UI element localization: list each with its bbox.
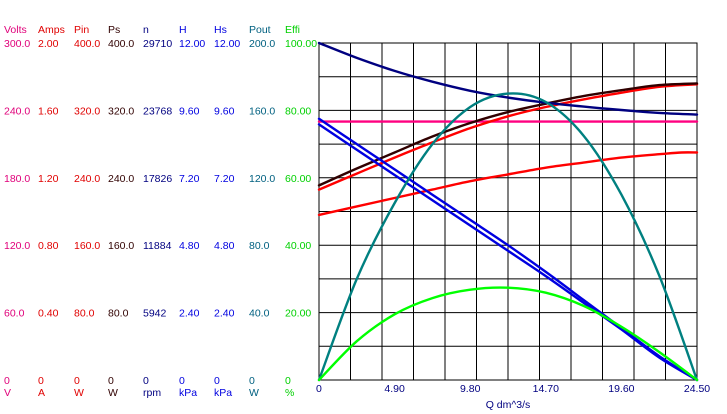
- axis-tick-amps: 1.20: [38, 173, 59, 185]
- axis-tick-ps: 0: [108, 375, 114, 387]
- axis-tick-pin: 0: [74, 375, 80, 387]
- axis-unit-h: kPa: [179, 387, 197, 399]
- axis-tick-volts: 60.0: [4, 308, 25, 320]
- axis-unit-ps: W: [108, 387, 118, 399]
- axis-title-ps: Ps: [108, 24, 120, 36]
- axis-tick-pin: 80.0: [74, 308, 95, 320]
- axis-tick-effi: 20.00: [285, 308, 311, 320]
- axis-unit-amps: A: [38, 387, 45, 399]
- axis-tick-n: 0: [143, 375, 149, 387]
- axis-tick-effi: 0: [285, 375, 291, 387]
- axis-title-n: n: [143, 24, 149, 36]
- axis-tick-h: 4.80: [179, 240, 200, 252]
- axis-title-effi: Effi: [285, 24, 300, 36]
- x-axis-label: Q dm^3/s: [486, 399, 531, 411]
- axis-tick-amps: 2.00: [38, 38, 59, 50]
- axis-unit-hs: kPa: [214, 387, 232, 399]
- axis-tick-pout: 40.0: [249, 308, 270, 320]
- axis-tick-ps: 320.0: [108, 105, 134, 117]
- axis-tick-ps: 80.0: [108, 308, 129, 320]
- axis-unit-effi: %: [285, 387, 294, 399]
- axis-tick-volts: 120.0: [4, 240, 30, 252]
- axis-unit-volts: V: [4, 387, 11, 399]
- axis-tick-pout: 120.0: [249, 173, 275, 185]
- axis-tick-n: 23768: [143, 105, 172, 117]
- axis-tick-hs: 7.20: [214, 173, 235, 185]
- axis-title-amps: Amps: [38, 24, 65, 36]
- axis-tick-hs: 12.00: [214, 38, 240, 50]
- x-tick-label: 9.80: [460, 383, 481, 395]
- axis-tick-n: 29710: [143, 38, 172, 50]
- axis-tick-amps: 0.80: [38, 240, 59, 252]
- x-tick-label: 24.50: [684, 383, 710, 395]
- axis-tick-pin: 320.0: [74, 105, 100, 117]
- axis-tick-ps: 400.0: [108, 38, 134, 50]
- axis-tick-amps: 0.40: [38, 308, 59, 320]
- axis-tick-pin: 240.0: [74, 173, 100, 185]
- axis-tick-n: 5942: [143, 308, 167, 320]
- axis-tick-n: 11884: [143, 240, 172, 252]
- x-tick-label: 14.70: [533, 383, 559, 395]
- axis-tick-amps: 0: [38, 375, 44, 387]
- axis-tick-n: 17826: [143, 173, 172, 185]
- axis-tick-hs: 4.80: [214, 240, 235, 252]
- axis-tick-pin: 160.0: [74, 240, 100, 252]
- axis-tick-effi: 60.00: [285, 173, 311, 185]
- axis-tick-hs: 0: [214, 375, 220, 387]
- axis-tick-h: 0: [179, 375, 185, 387]
- series-layer: [317, 41, 699, 382]
- axis-tick-volts: 240.0: [4, 105, 30, 117]
- axis-tick-pout: 0: [249, 375, 255, 387]
- series-line-amps: [317, 151, 699, 217]
- axis-tick-effi: 40.00: [285, 240, 311, 252]
- axis-title-volts: Volts: [4, 24, 27, 36]
- axis-tick-hs: 2.40: [214, 308, 235, 320]
- x-tick-label: 19.60: [608, 383, 634, 395]
- axis-tick-hs: 9.60: [214, 105, 235, 117]
- series-line-effi: [317, 286, 699, 382]
- series-line-n: [317, 41, 699, 116]
- axis-tick-pout: 160.0: [249, 105, 275, 117]
- axis-tick-volts: 300.0: [4, 38, 30, 50]
- axis-tick-ps: 240.0: [108, 173, 134, 185]
- axis-unit-pin: W: [74, 387, 84, 399]
- axis-tick-amps: 1.60: [38, 105, 59, 117]
- axis-tick-volts: 0: [4, 375, 10, 387]
- axis-title-h: H: [179, 24, 187, 36]
- axis-title-pout: Pout: [249, 24, 271, 36]
- axis-tick-effi: 100.00: [285, 38, 317, 50]
- axis-tick-pin: 400.0: [74, 38, 100, 50]
- series-line-hs: [317, 123, 699, 382]
- axis-tick-pout: 200.0: [249, 38, 275, 50]
- axis-title-hs: Hs: [214, 24, 227, 36]
- x-tick-label: 0: [316, 383, 322, 395]
- plot-grid: [318, 42, 698, 381]
- axis-tick-h: 9.60: [179, 105, 200, 117]
- series-line-pout: [317, 92, 699, 382]
- axis-labels: Volts 0 60.0 120.0 180.0 240.0 300.0 V Amps 0 0.40…: [4, 24, 710, 411]
- axis-tick-pout: 80.0: [249, 240, 270, 252]
- axis-tick-ps: 160.0: [108, 240, 134, 252]
- axis-tick-volts: 180.0: [4, 173, 30, 185]
- axis-title-pin: Pin: [74, 24, 89, 36]
- axis-tick-h: 7.20: [179, 173, 200, 185]
- axis-tick-h: 12.00: [179, 38, 205, 50]
- axis-unit-n: rpm: [143, 387, 161, 399]
- axis-unit-pout: W: [249, 387, 259, 399]
- axis-tick-h: 2.40: [179, 308, 200, 320]
- series-line-ps: [317, 82, 699, 187]
- x-tick-label: 4.90: [384, 383, 405, 395]
- axis-tick-effi: 80.00: [285, 105, 311, 117]
